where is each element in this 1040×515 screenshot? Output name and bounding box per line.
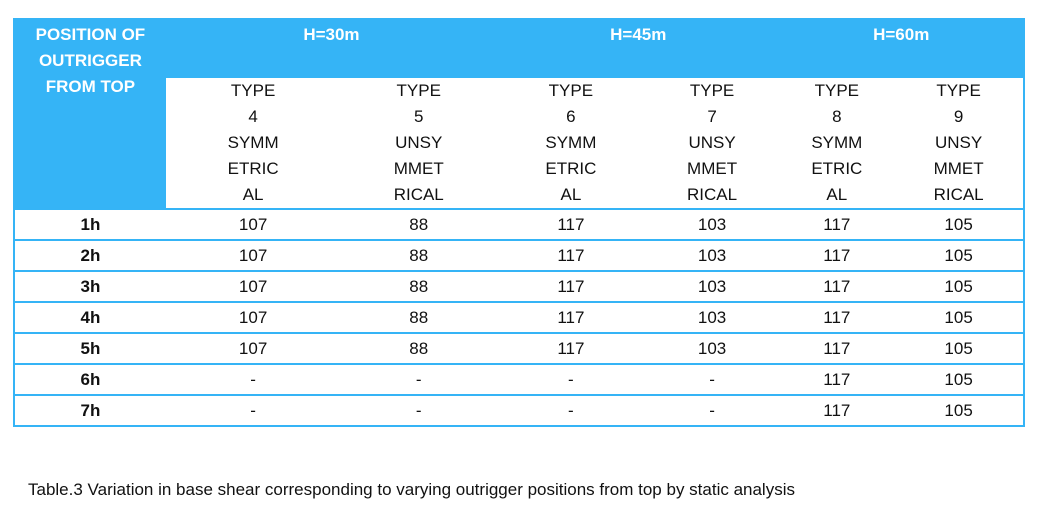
table-body: POSITION OF OUTRIGGER FROM TOP H=30m H=45m… [14, 19, 1024, 426]
table-row: POSITION OF OUTRIGGER FROM TOP H=30m H=45m… [14, 19, 1024, 209]
table-row: 5h 107 88 117 103 117 105 [14, 332, 1024, 364]
table-cell: 107 [165, 301, 341, 333]
symmetry-header: SYMM ETRIC AL [545, 133, 597, 204]
table-cell: 107 [165, 239, 341, 271]
table-cell: 117 [779, 301, 895, 333]
table-cell: 117 [779, 363, 895, 395]
type-header: TYPE 8 [814, 81, 860, 126]
table-cell: - [165, 363, 341, 395]
table-cell: 88 [340, 332, 498, 364]
table-row: SYMM ETRIC AL UNSY MMET RICAL SYMM ETRIC A… [14, 130, 1024, 209]
table-cell: - [644, 394, 780, 426]
table-cell: 117 [779, 394, 895, 426]
table-cell: 107 [165, 332, 341, 364]
row-label: 6h [14, 363, 166, 395]
table-cell: 105 [894, 239, 1024, 271]
data-table: POSITION OF OUTRIGGER FROM TOP H=30m H=45m… [13, 18, 1025, 427]
table-row: 4h 107 88 117 103 117 105 [14, 301, 1024, 333]
row-label: 5h [14, 332, 166, 364]
table-cell: 88 [340, 301, 498, 333]
type-header: TYPE 5 [396, 81, 441, 126]
table-cell: 105 [894, 301, 1024, 333]
table-cell: 105 [894, 270, 1024, 302]
group-header: H=45m [497, 19, 780, 78]
table-cell: 117 [497, 270, 645, 302]
table-cell: 117 [497, 239, 645, 271]
table-cell: 88 [340, 270, 498, 302]
row-label: 4h [14, 301, 166, 333]
table-cell: 105 [894, 363, 1024, 395]
row-label: 3h [14, 270, 166, 302]
table-cell: 117 [779, 332, 895, 364]
table-cell: 117 [497, 301, 645, 333]
type-header: TYPE 6 [548, 81, 594, 126]
symmetry-header: SYMM ETRIC AL [811, 133, 863, 204]
position-header: POSITION OF OUTRIGGER FROM TOP [14, 19, 166, 209]
type-header: TYPE 9 [936, 81, 981, 126]
table-cell: - [340, 363, 498, 395]
table-cell: 103 [644, 270, 780, 302]
symmetry-header: UNSY MMET RICAL [933, 133, 984, 204]
table-cell: 117 [497, 208, 645, 240]
table-cell: - [497, 363, 645, 395]
table-cell: 107 [165, 208, 341, 240]
table-cell: 103 [644, 301, 780, 333]
symmetry-header: UNSY MMET RICAL [393, 133, 444, 204]
table-cell: 103 [644, 208, 780, 240]
row-label: 2h [14, 239, 166, 271]
table-cell: 105 [894, 208, 1024, 240]
table-cell: 107 [165, 270, 341, 302]
table-cell: - [340, 394, 498, 426]
table-cell: - [497, 394, 645, 426]
symmetry-header: SYMM ETRIC AL [227, 133, 279, 204]
type-header: TYPE 4 [230, 81, 276, 126]
caption: Table.3 Variation in base shear correspo… [28, 480, 795, 499]
table-cell: 105 [894, 394, 1024, 426]
type-header: TYPE 7 [689, 81, 735, 126]
table-row: TYPE 4 TYPE 5 TYPE 6 TYPE 7 TYPE 8 TYPE 9 [14, 78, 1024, 130]
table-cell: 103 [644, 239, 780, 271]
table-cell: - [165, 394, 341, 426]
group-header: H=60m [779, 19, 1024, 78]
table-row: 7h - - - -117 105 [14, 394, 1024, 426]
table-row: 1h 107 88 117 103 117 105 [14, 208, 1024, 240]
row-label: 1h [14, 208, 166, 240]
table-row: 3h 107 88 117 103 117 105 [14, 270, 1024, 302]
table-cell: 117 [779, 208, 895, 240]
table-cell: 117 [779, 270, 895, 302]
table-cell: 117 [779, 239, 895, 271]
table-row: 2h 107 88 117 103 117 105 [14, 239, 1024, 271]
table-cell: 88 [340, 239, 498, 271]
table-cell: 103 [644, 332, 780, 364]
table-row: 6h - - - -117 105 [14, 363, 1024, 395]
row-label: 7h [14, 394, 166, 426]
group-header: H=30m [165, 19, 498, 78]
table-cell: 88 [340, 208, 498, 240]
table-cell: - [644, 363, 780, 395]
table-cell: 105 [894, 332, 1024, 364]
symmetry-header: UNSY MMET RICAL [687, 133, 738, 204]
table-cell: 117 [497, 332, 645, 364]
